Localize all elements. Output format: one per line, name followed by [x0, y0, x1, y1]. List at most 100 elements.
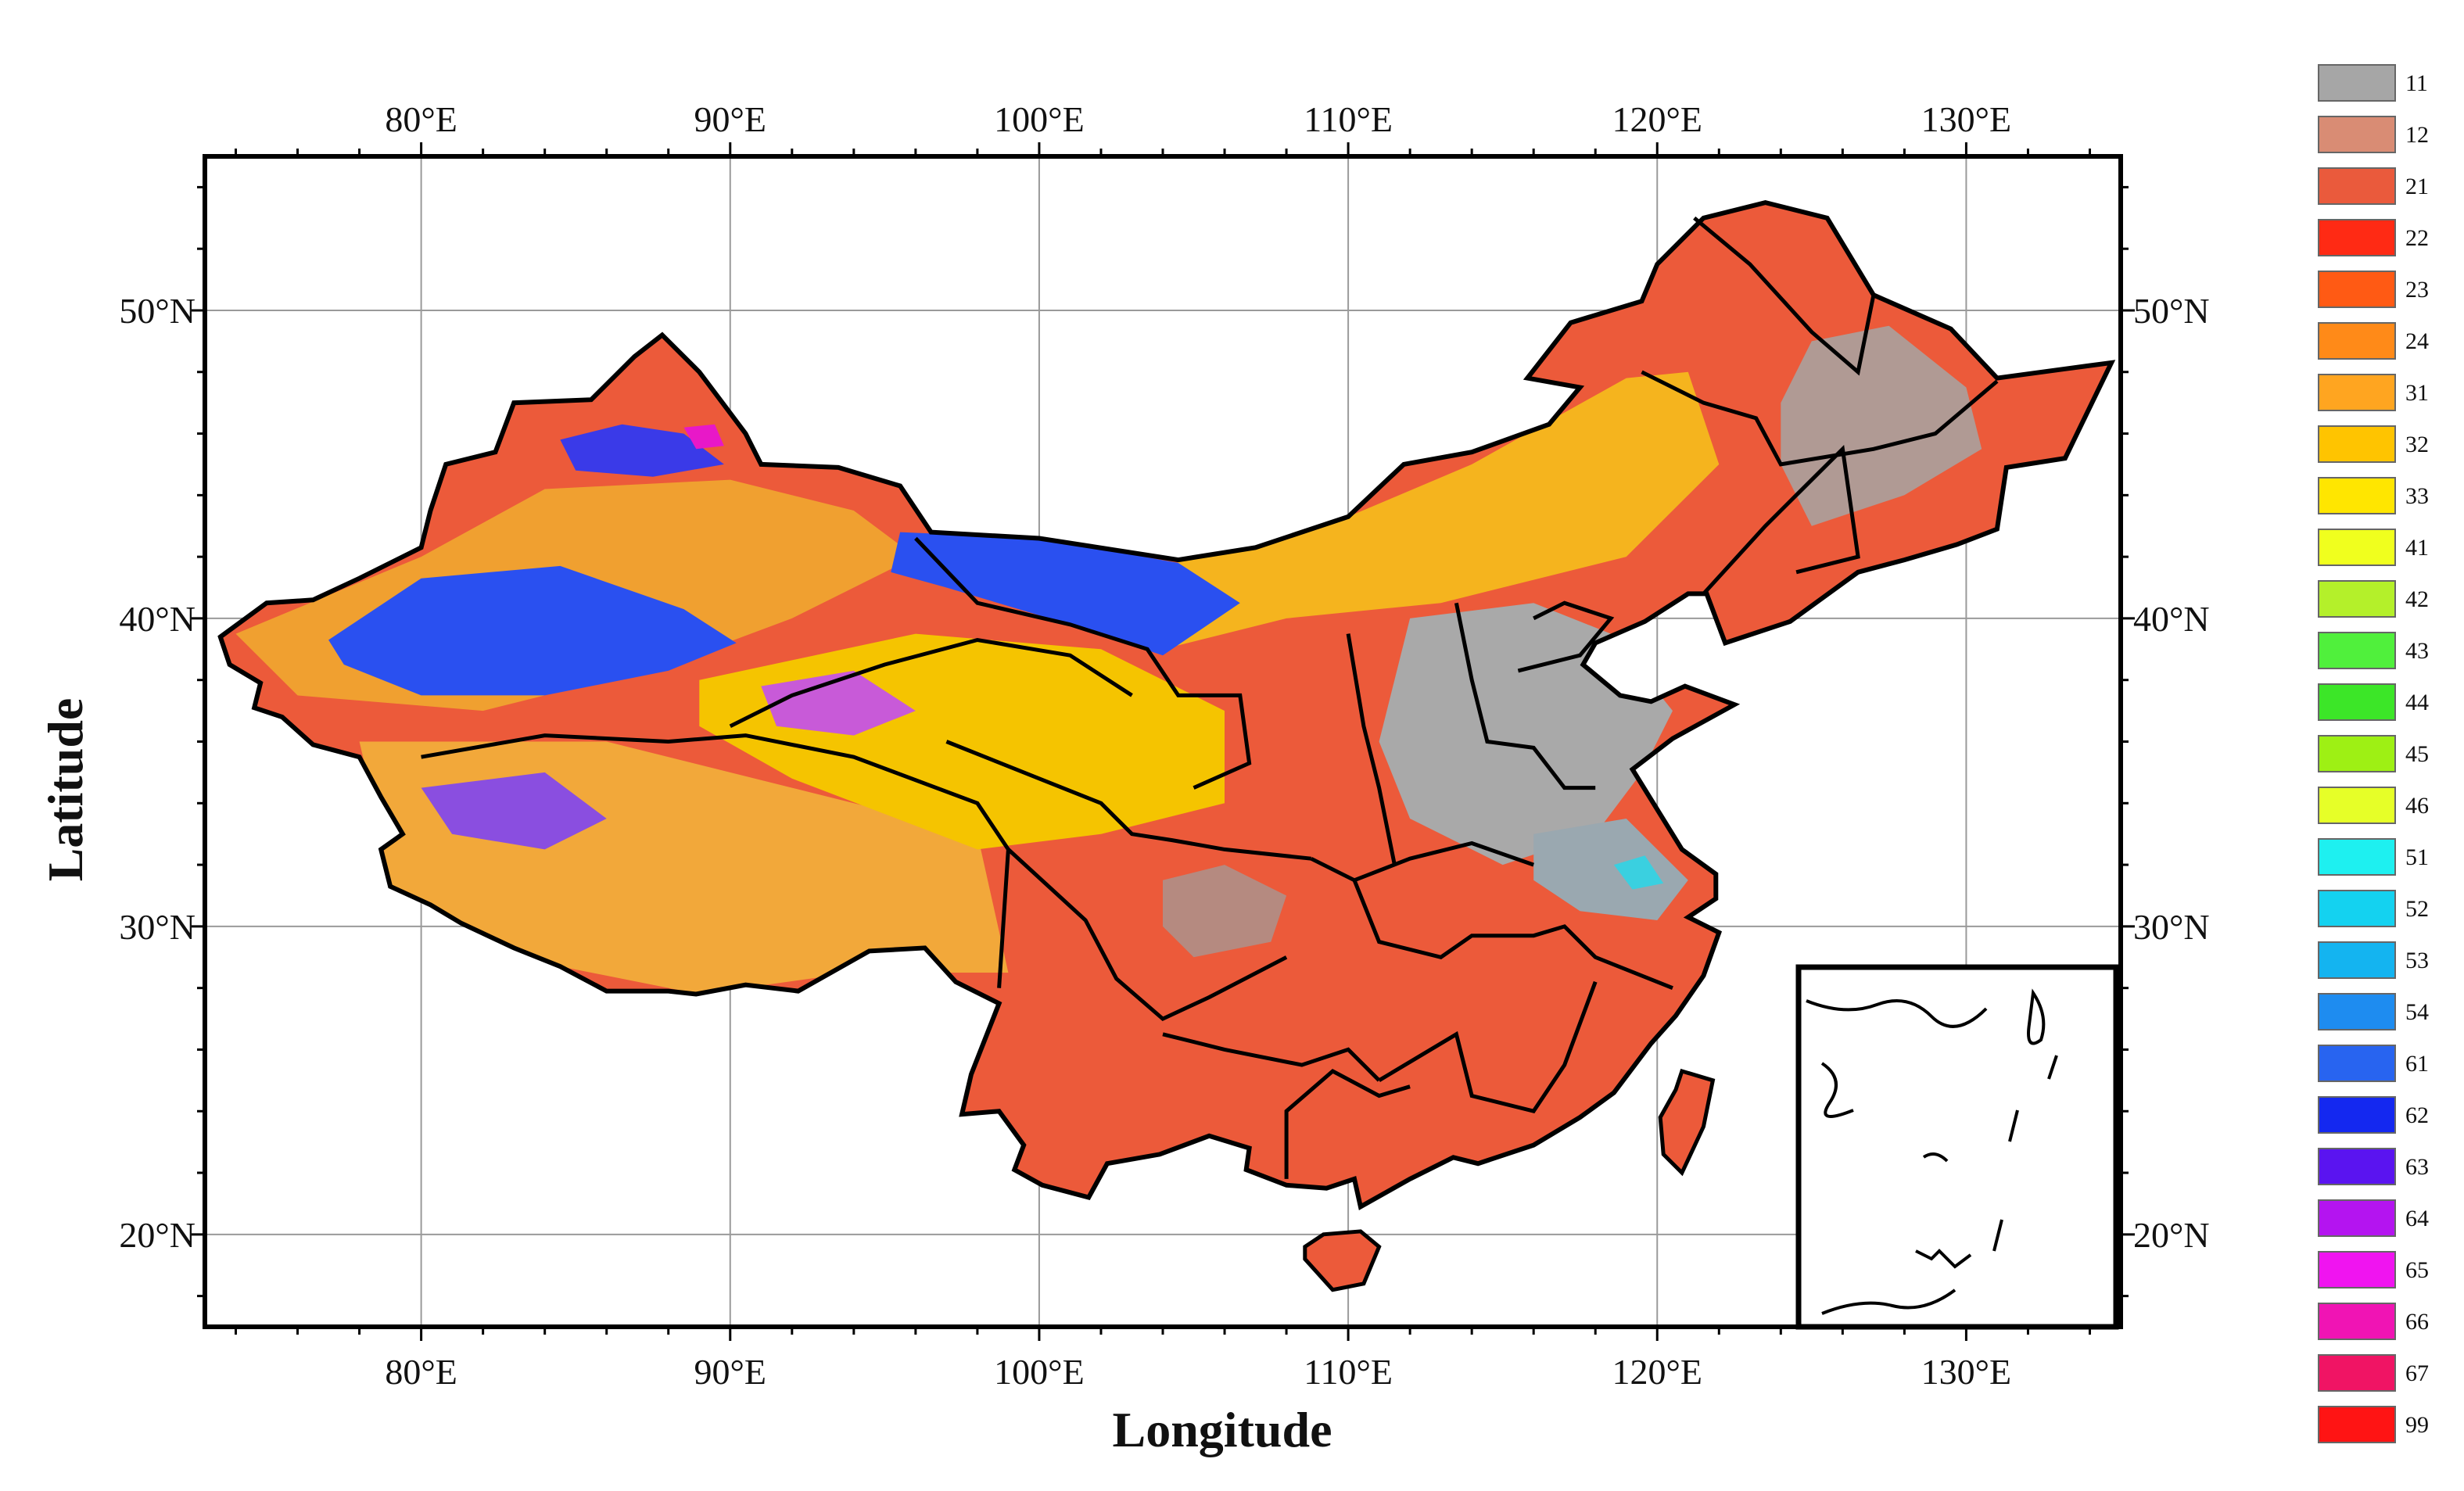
legend-label: 42	[2405, 586, 2429, 612]
province-border	[1702, 445, 1860, 596]
legend-swatch	[2318, 1354, 2396, 1392]
province-borders	[421, 216, 1999, 1179]
south-china-sea-inset	[1795, 964, 2119, 1330]
legend-swatch	[2318, 838, 2396, 876]
legend-label: 22	[2405, 225, 2429, 251]
legend-label: 33	[2405, 483, 2429, 509]
legend-swatch	[2318, 580, 2396, 618]
legend-item-65: 65	[2318, 1251, 2459, 1292]
legend-item-24: 24	[2318, 322, 2459, 363]
legend-label: 63	[2405, 1154, 2429, 1180]
legend-label: 41	[2405, 535, 2429, 561]
legend-label: 43	[2405, 638, 2429, 664]
x-tick-label-top: 90°E	[694, 99, 767, 139]
x-tick-label-top: 130°E	[1921, 99, 2012, 139]
legend-item-33: 33	[2318, 477, 2459, 518]
y-tick-label-left: 40°N	[119, 599, 195, 639]
legend-item-64: 64	[2318, 1199, 2459, 1240]
legend-swatch	[2318, 529, 2396, 566]
x-tick-label-bottom: 100°E	[994, 1352, 1085, 1392]
legend-swatch	[2318, 735, 2396, 772]
legend-label: 11	[2405, 70, 2428, 96]
yangtze-region	[1533, 819, 1688, 920]
junggar-magenta	[683, 424, 724, 450]
inset-coastline	[2027, 988, 2046, 1045]
lakes-cyan	[1613, 855, 1664, 890]
x-tick-label-bottom: 90°E	[694, 1352, 767, 1392]
legend-label: 32	[2405, 432, 2429, 457]
x-axis-title: Longitude	[1113, 1402, 1332, 1457]
legend-label: 23	[2405, 277, 2429, 303]
legend-swatch	[2318, 477, 2396, 514]
province-border	[421, 733, 1010, 988]
inset-coastline	[1992, 1219, 2003, 1252]
inset-coastline	[1806, 999, 1988, 1028]
legend-swatch	[2318, 1251, 2396, 1288]
legend-swatch	[2318, 116, 2396, 153]
province-border	[1641, 370, 1999, 467]
y-tick-label-right: 20°N	[2133, 1215, 2210, 1255]
legend-item-42: 42	[2318, 580, 2459, 621]
legend-swatch	[2318, 941, 2396, 979]
province-border	[1517, 600, 1615, 673]
legend-label: 53	[2405, 948, 2429, 973]
legend-swatch	[2318, 374, 2396, 411]
inset-coastline	[1915, 1249, 1972, 1269]
legend-label: 46	[2405, 793, 2429, 819]
legend-item-46: 46	[2318, 787, 2459, 827]
legend-item-52: 52	[2318, 890, 2459, 930]
legend-label: 45	[2405, 741, 2429, 767]
province-border	[1006, 848, 1288, 1022]
hainan-island	[1303, 1229, 1382, 1292]
x-tick-label-bottom: 130°E	[1921, 1352, 2012, 1392]
province-border	[1352, 879, 1673, 991]
legend-swatch	[2318, 632, 2396, 669]
inset-coastline	[2047, 1055, 2058, 1080]
province-border	[729, 637, 1133, 729]
axis-ticks	[191, 142, 2135, 1341]
province-border	[1346, 633, 1397, 866]
province-border	[945, 740, 1311, 861]
china-landmass	[217, 200, 2116, 1292]
legend-item-53: 53	[2318, 941, 2459, 982]
legend-swatch	[2318, 1096, 2396, 1134]
junggar-desert	[560, 424, 724, 477]
legend-label: 65	[2405, 1257, 2429, 1283]
china-border	[217, 200, 2116, 1210]
legend-item-44: 44	[2318, 683, 2459, 724]
legend-item-11: 11	[2318, 64, 2459, 105]
x-tick-label-top: 120°E	[1612, 99, 1703, 139]
inset-coastline	[1820, 1062, 1854, 1118]
y-tick-label-right: 50°N	[2133, 291, 2210, 331]
province-border	[1693, 216, 1876, 376]
legend-swatch	[2318, 993, 2396, 1030]
legend-item-66: 66	[2318, 1303, 2459, 1343]
legend-label: 52	[2405, 896, 2429, 922]
legend-item-12: 12	[2318, 116, 2459, 156]
province-border	[1162, 1032, 1381, 1082]
gobi-desert	[891, 532, 1240, 656]
legend-swatch	[2318, 219, 2396, 256]
legend-label: 21	[2405, 174, 2429, 199]
x-tick-label-bottom: 110°E	[1304, 1352, 1393, 1392]
legend-item-23: 23	[2318, 271, 2459, 311]
qaidam-region	[761, 670, 916, 736]
legend-label: 54	[2405, 999, 2429, 1025]
legend-item-21: 21	[2318, 167, 2459, 208]
y-tick-label-right: 40°N	[2133, 599, 2210, 639]
province-border	[1310, 840, 1535, 883]
legend-item-31: 31	[2318, 374, 2459, 414]
x-tick-label-top: 80°E	[385, 99, 457, 139]
legend-item-43: 43	[2318, 632, 2459, 672]
tibet-purple	[421, 772, 607, 850]
legend-item-99: 99	[2318, 1406, 2459, 1446]
legend-item-45: 45	[2318, 735, 2459, 776]
legend-swatch	[2318, 64, 2396, 102]
legend-label: 99	[2405, 1412, 2429, 1438]
legend-swatch	[2318, 322, 2396, 360]
legend-swatch	[2318, 271, 2396, 308]
x-tick-label-bottom: 80°E	[385, 1352, 457, 1392]
legend-item-67: 67	[2318, 1354, 2459, 1395]
inset-coastline	[2008, 1109, 2019, 1142]
y-axis-title: Latitude	[38, 698, 93, 882]
